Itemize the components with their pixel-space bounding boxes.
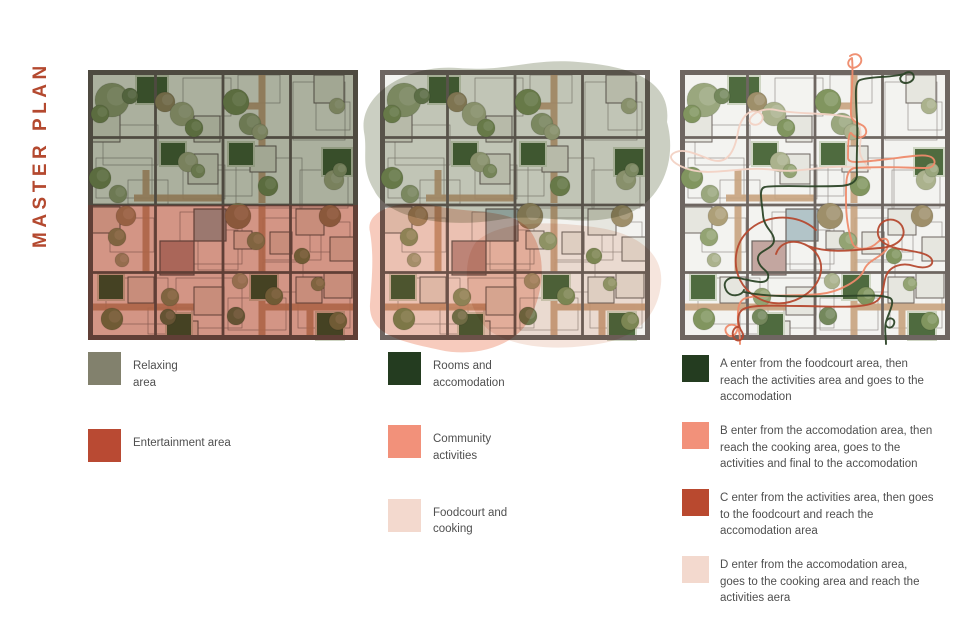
program-blobs [363,61,671,353]
legend-item: D enter from the accomodation area, goes… [682,556,937,607]
legend-swatch [682,355,709,382]
legend-label: Relaxing area [133,360,178,389]
circulation-routes [670,53,936,345]
legend-swatch [388,498,421,532]
plan-program-diagram [363,61,671,353]
legend-swatch [88,429,121,463]
legend-item: Foodcourt and cooking [388,498,658,538]
plan-zoning-svg [88,70,358,341]
legend-label: Community activities [433,433,492,463]
legend-label: A enter from the foodcourt area, then re… [720,358,924,404]
route-route_c [731,216,934,342]
legend-item: Entertainment area [88,429,358,463]
legend-item: A enter from the foodcourt area, then re… [682,355,937,406]
route-route_a [723,71,915,345]
plan-program-svg [363,61,671,353]
legend-item: C enter from the activities area, then g… [682,489,937,540]
legend-swatch [88,352,121,385]
plan-zoning-diagram [88,70,358,341]
legend-swatch [682,556,709,584]
legend-swatch [682,489,709,517]
page-title: MASTER PLAN [30,61,51,248]
route-route_b [724,53,936,345]
legend-swatch [388,352,421,385]
legend-item: B enter from the accomodation area, then… [682,422,937,473]
legend-label: Foodcourt and cooking [433,506,508,536]
plan-circulation-diagram [670,53,950,345]
legend-label: C enter from the activities area, then g… [720,492,934,538]
legend-item: Rooms and accomodation [388,352,658,391]
zone-overlays [88,70,358,340]
legend-program: Rooms and accomodation Community activities… [388,352,658,572]
legend-label: D enter from the accomodation area, goes… [720,559,920,605]
legend-label: Rooms and accomodation [433,360,505,389]
legend-swatch [388,425,421,459]
plan-circulation-svg [670,53,950,345]
legend-swatch [682,422,709,450]
legend-item: Community activities [388,425,658,464]
legend-item: Relaxing area [88,352,358,391]
legend-label: B enter from the accomodation area, then… [720,425,933,471]
legend-zoning: Relaxing area Entertainment area [88,352,358,500]
legend-circulation: A enter from the foodcourt area, then re… [682,355,937,623]
legend-label: Entertainment area [133,437,231,450]
